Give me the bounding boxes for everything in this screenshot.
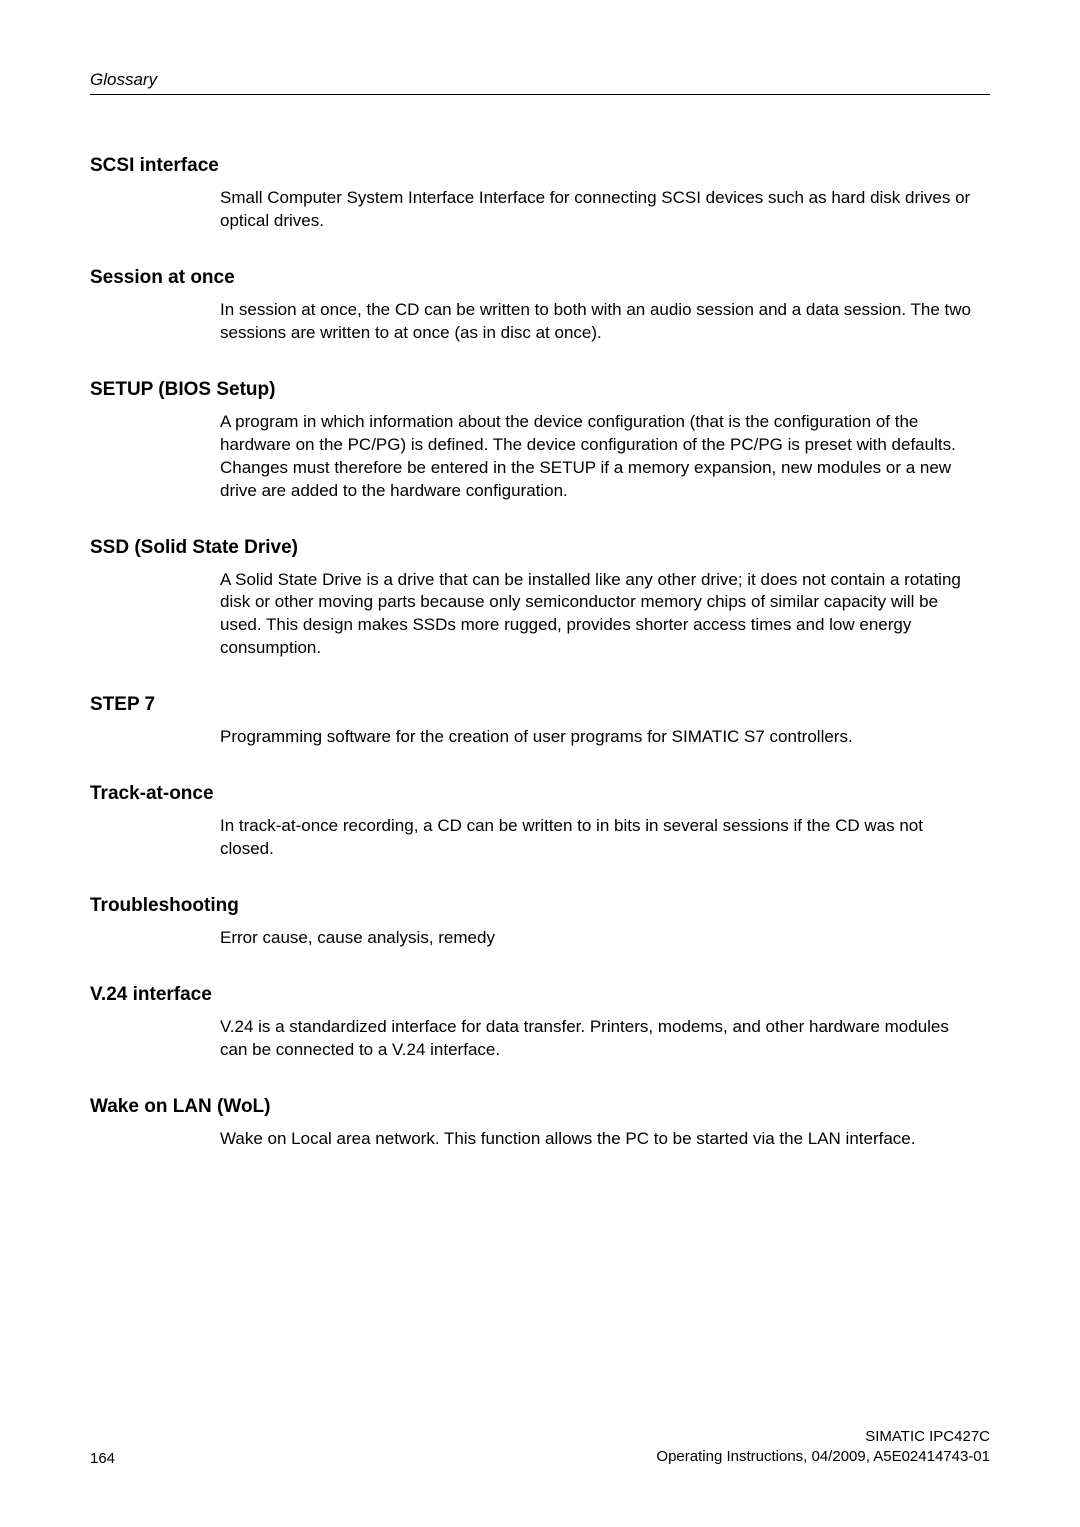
footer-product: SIMATIC IPC427C — [90, 1427, 990, 1447]
glossary-entry: Troubleshooting Error cause, cause analy… — [90, 895, 990, 950]
glossary-entry: V.24 interface V.24 is a standardized in… — [90, 984, 990, 1062]
glossary-term: SETUP (BIOS Setup) — [90, 379, 990, 401]
glossary-term: SCSI interface — [90, 155, 990, 177]
glossary-definition: A program in which information about the… — [220, 411, 980, 503]
glossary-definition: Programming software for the creation of… — [220, 726, 980, 749]
glossary-entry: SCSI interface Small Computer System Int… — [90, 155, 990, 233]
glossary-entry: Session at once In session at once, the … — [90, 267, 990, 345]
glossary-term: STEP 7 — [90, 694, 990, 716]
glossary-entry: SETUP (BIOS Setup) A program in which in… — [90, 379, 990, 503]
glossary-term: Session at once — [90, 267, 990, 289]
glossary-definition: V.24 is a standardized interface for dat… — [220, 1016, 980, 1062]
running-head: Glossary — [90, 70, 990, 90]
page-footer: SIMATIC IPC427C Operating Instructions, … — [90, 1427, 990, 1468]
glossary-definition: In session at once, the CD can be writte… — [220, 299, 980, 345]
footer-right: SIMATIC IPC427C Operating Instructions, … — [90, 1427, 990, 1468]
glossary-term: Troubleshooting — [90, 895, 990, 917]
glossary-term: Track-at-once — [90, 783, 990, 805]
header-rule — [90, 94, 990, 95]
glossary-definition: Small Computer System Interface Interfac… — [220, 187, 980, 233]
glossary-term: V.24 interface — [90, 984, 990, 1006]
glossary-entry: Track-at-once In track-at-once recording… — [90, 783, 990, 861]
glossary-definition: Error cause, cause analysis, remedy — [220, 927, 980, 950]
page: Glossary SCSI interface Small Computer S… — [0, 0, 1080, 1527]
glossary-definition: Wake on Local area network. This functio… — [220, 1128, 980, 1151]
glossary-definition: In track-at-once recording, a CD can be … — [220, 815, 980, 861]
glossary-entry: STEP 7 Programming software for the crea… — [90, 694, 990, 749]
glossary-definition: A Solid State Drive is a drive that can … — [220, 569, 980, 661]
glossary-entry: SSD (Solid State Drive) A Solid State Dr… — [90, 537, 990, 661]
glossary-term: SSD (Solid State Drive) — [90, 537, 990, 559]
footer-docinfo: Operating Instructions, 04/2009, A5E0241… — [90, 1447, 990, 1467]
footer-page-number: 164 — [90, 1450, 115, 1467]
glossary-entry: Wake on LAN (WoL) Wake on Local area net… — [90, 1096, 990, 1151]
glossary-term: Wake on LAN (WoL) — [90, 1096, 990, 1118]
